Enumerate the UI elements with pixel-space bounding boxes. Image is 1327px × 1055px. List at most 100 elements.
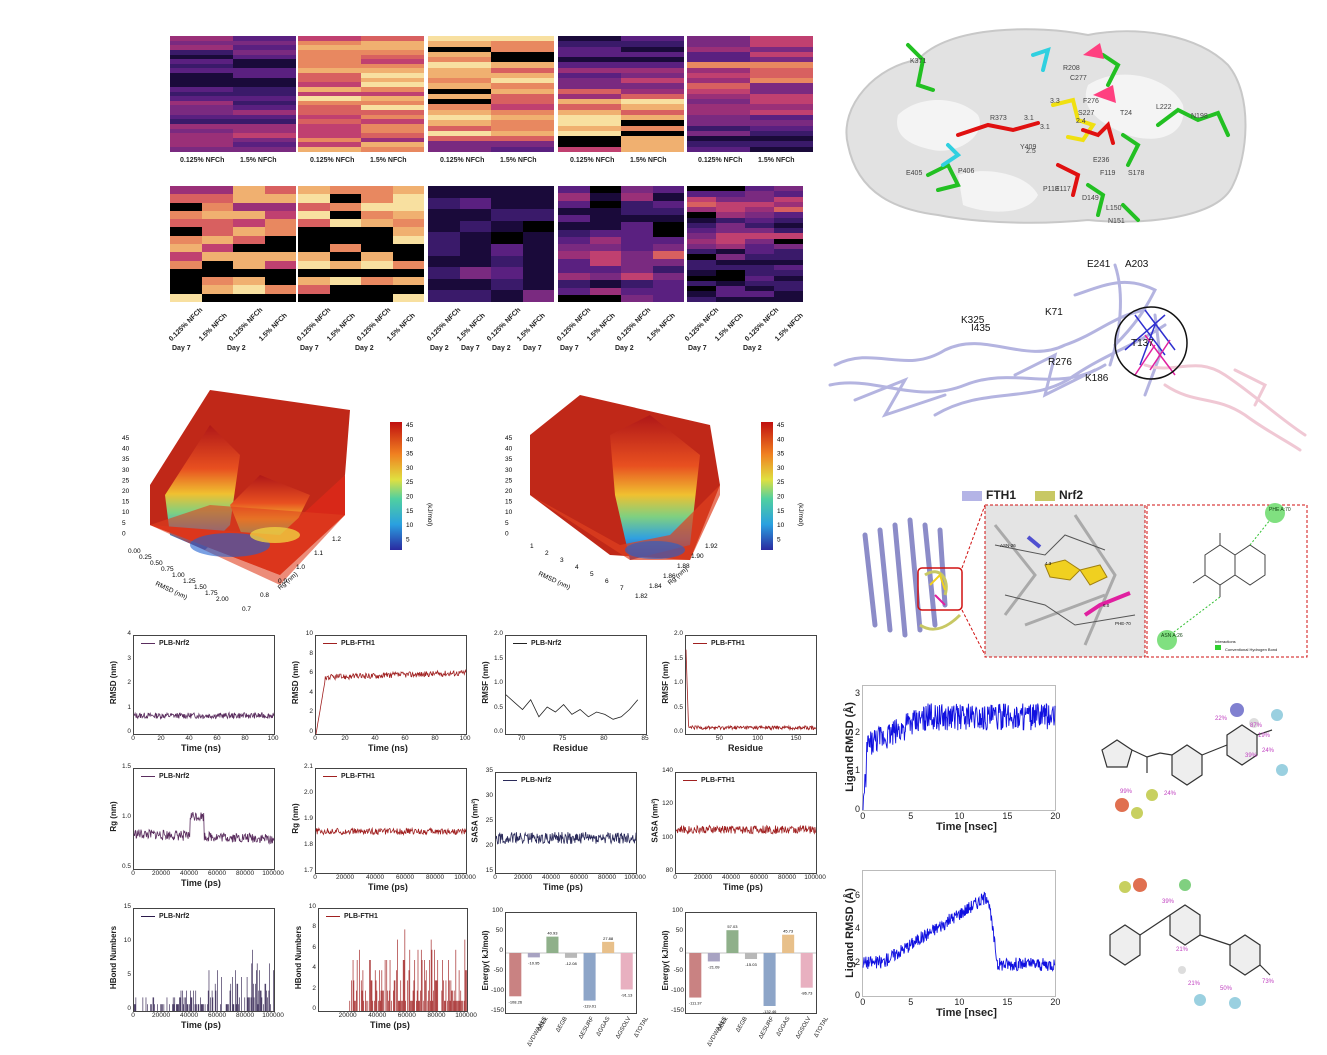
heatmap-cell [621,88,684,94]
heatmap-cell [170,63,233,69]
plot-canvas [675,824,817,835]
bar [351,980,352,1011]
heatmap-row [298,59,424,64]
bar-value-label: 27.88 [603,936,614,941]
bar [423,1000,425,1011]
inset-label: PHE-70 [1115,621,1131,626]
bar [269,963,270,1011]
series-line [862,703,1056,811]
heatmap-cell [491,136,554,142]
plot-canvas [862,891,1056,972]
bar [160,1004,162,1011]
bar [203,1004,204,1011]
bar [210,997,211,1011]
bar [161,1004,162,1011]
fel-x-label: RMSD (nm) [537,570,571,591]
bar [381,970,383,1011]
heatmap-cell [428,36,491,42]
bar [369,960,370,1011]
heatmap-row [558,41,684,47]
x-tick-label: 40 [185,735,193,742]
bar [244,997,246,1011]
heatmap-row [687,88,813,94]
heatmap-cell [392,260,424,269]
bar [763,953,776,1006]
heatmap-cell [652,287,684,295]
heatmap-cell [491,290,523,302]
heatmap-cell [428,146,491,152]
heatmap-cell [201,252,233,261]
interaction-percent: 24% [1164,791,1177,797]
series-line [505,694,639,720]
heatmap-cell [750,62,813,68]
bar [450,980,452,1011]
y-tick-label: 15 [485,867,493,874]
y-tick-label: 0.5 [493,703,503,711]
x-tick-label: 10 [954,997,965,1007]
bar [200,997,201,1011]
y-axis-label: SASA (nm²) [470,798,480,843]
x-axis-label: Time (ns) [181,743,221,753]
x-tick-label: 20000 [336,874,355,881]
bar [400,980,402,1011]
x-tick-label: 40000 [180,1012,199,1019]
heatmap-cell [361,54,424,60]
heatmap-cell [428,114,491,121]
bar [420,949,422,1011]
heatmap-cell [459,197,491,210]
heatmap-cell [687,264,716,271]
bar [246,977,248,1011]
y-tick-label: 1.5 [673,654,683,662]
heatmap-x-label: 1.5% NFCh [326,312,357,343]
heatmap-cell [558,93,621,100]
heatmap-cell [233,86,296,92]
heatmap-cell [361,142,424,147]
heatmap-row [170,73,296,78]
heatmap-cell [170,73,233,78]
structure-residue-label: S178 [1128,170,1144,177]
heatmap-cell [687,196,716,202]
heatmap-row [428,41,554,47]
heatmap-cell [170,100,233,106]
heatmap-cell [687,270,716,276]
heatmap-row [687,207,803,213]
x-tick-label: 20 [1050,997,1061,1007]
x-tick-label: 5 [908,811,914,821]
heatmap-row [687,67,813,73]
heatmap-cell [716,249,745,255]
plot-canvas [133,711,275,721]
heatmap-panel [170,186,296,302]
heatmap-cell [558,244,590,252]
y-tick-label: 0.0 [673,728,683,735]
heatmap-cell [298,77,361,83]
heatmap-row [558,287,684,295]
heatmap-cell [750,114,813,121]
heatmap-cell [298,227,330,236]
heatmap-day-label: Day 2 [430,345,449,352]
y-tick-label: 2.0 [673,630,683,637]
fel-x-tick: 1.25 [183,578,196,585]
heatmap-cell [298,45,361,50]
fel-y-tick: 1.90 [691,553,704,560]
heatmap-row [558,136,684,142]
heatmap-row [428,146,554,152]
heatmap-panel [428,36,554,152]
colorbar-tick: 20 [777,494,785,501]
heatmap-cell [233,285,265,294]
heatmap-cell [750,51,813,58]
category-label: ΔESURF [578,1016,596,1041]
heatmap-cell [233,82,296,87]
heatmap-row [428,46,554,52]
heatmap-row [428,62,554,68]
heatmap-cell [687,249,716,255]
fel-z-tick: 40 [505,446,513,453]
heatmap-row [170,91,296,97]
heatmap-cell [716,201,745,208]
bar [360,980,362,1011]
heatmap-row [170,63,296,69]
bar [405,1000,406,1011]
heatmap-cell [558,99,621,105]
heatmap-cell [361,235,393,244]
y-tick-label: 1 [854,765,860,776]
bar [189,1004,190,1011]
